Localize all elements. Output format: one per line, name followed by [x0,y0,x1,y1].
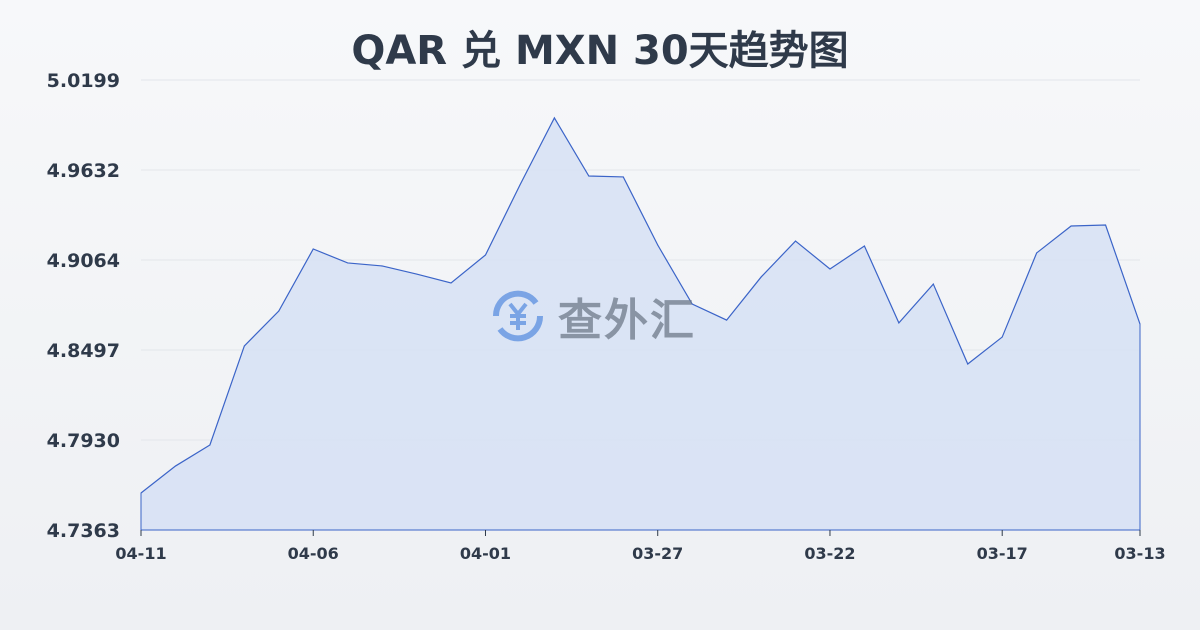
data-point [726,319,728,321]
y-tick-label: 4.9064 [47,250,120,272]
data-point [1001,336,1003,338]
data-point [863,245,865,247]
data-point [1036,252,1038,254]
y-tick-label: 5.0199 [47,70,120,92]
data-point [1105,224,1107,226]
x-tick-label: 04-11 [115,544,166,563]
data-point [209,444,211,446]
series-line [140,116,1141,494]
data-point [932,283,934,285]
data-point [829,268,831,270]
data-point [1139,323,1141,325]
y-tick-label: 4.8497 [47,340,120,362]
data-point [691,303,693,305]
data-point [1070,225,1072,227]
x-tick-label: 04-01 [460,544,511,563]
watermark-text: 查外汇 [558,295,696,346]
data-point [347,262,349,264]
data-point [967,363,969,365]
y-tick-label: 4.7930 [47,430,120,452]
data-point [140,492,142,494]
data-point [795,240,797,242]
x-tick-label: 03-17 [977,544,1028,563]
data-point [243,345,245,347]
watermark: 查外汇 [488,284,696,348]
data-point [381,265,383,267]
y-tick-label: 4.7363 [47,520,120,542]
chart-title: QAR 兑 MXN 30天趋势图 [351,28,849,74]
data-point [174,465,176,467]
data-point [898,322,900,324]
data-point [416,273,418,275]
data-point [312,248,314,250]
data-point [519,184,521,186]
data-point [553,117,555,119]
data-point [760,276,762,278]
data-point [657,244,659,246]
data-point [588,175,590,177]
data-point [484,254,486,256]
area-fill [141,117,1140,531]
yen-exchange-icon [492,290,544,342]
data-point [450,282,452,284]
x-tick-label: 04-06 [288,544,339,563]
x-tick-label: 03-27 [632,544,683,563]
x-tick-label: 03-13 [1114,544,1165,563]
data-point [622,176,624,178]
data-point [278,310,280,312]
y-tick-label: 4.9632 [47,160,120,182]
x-tick-label: 03-22 [804,544,855,563]
